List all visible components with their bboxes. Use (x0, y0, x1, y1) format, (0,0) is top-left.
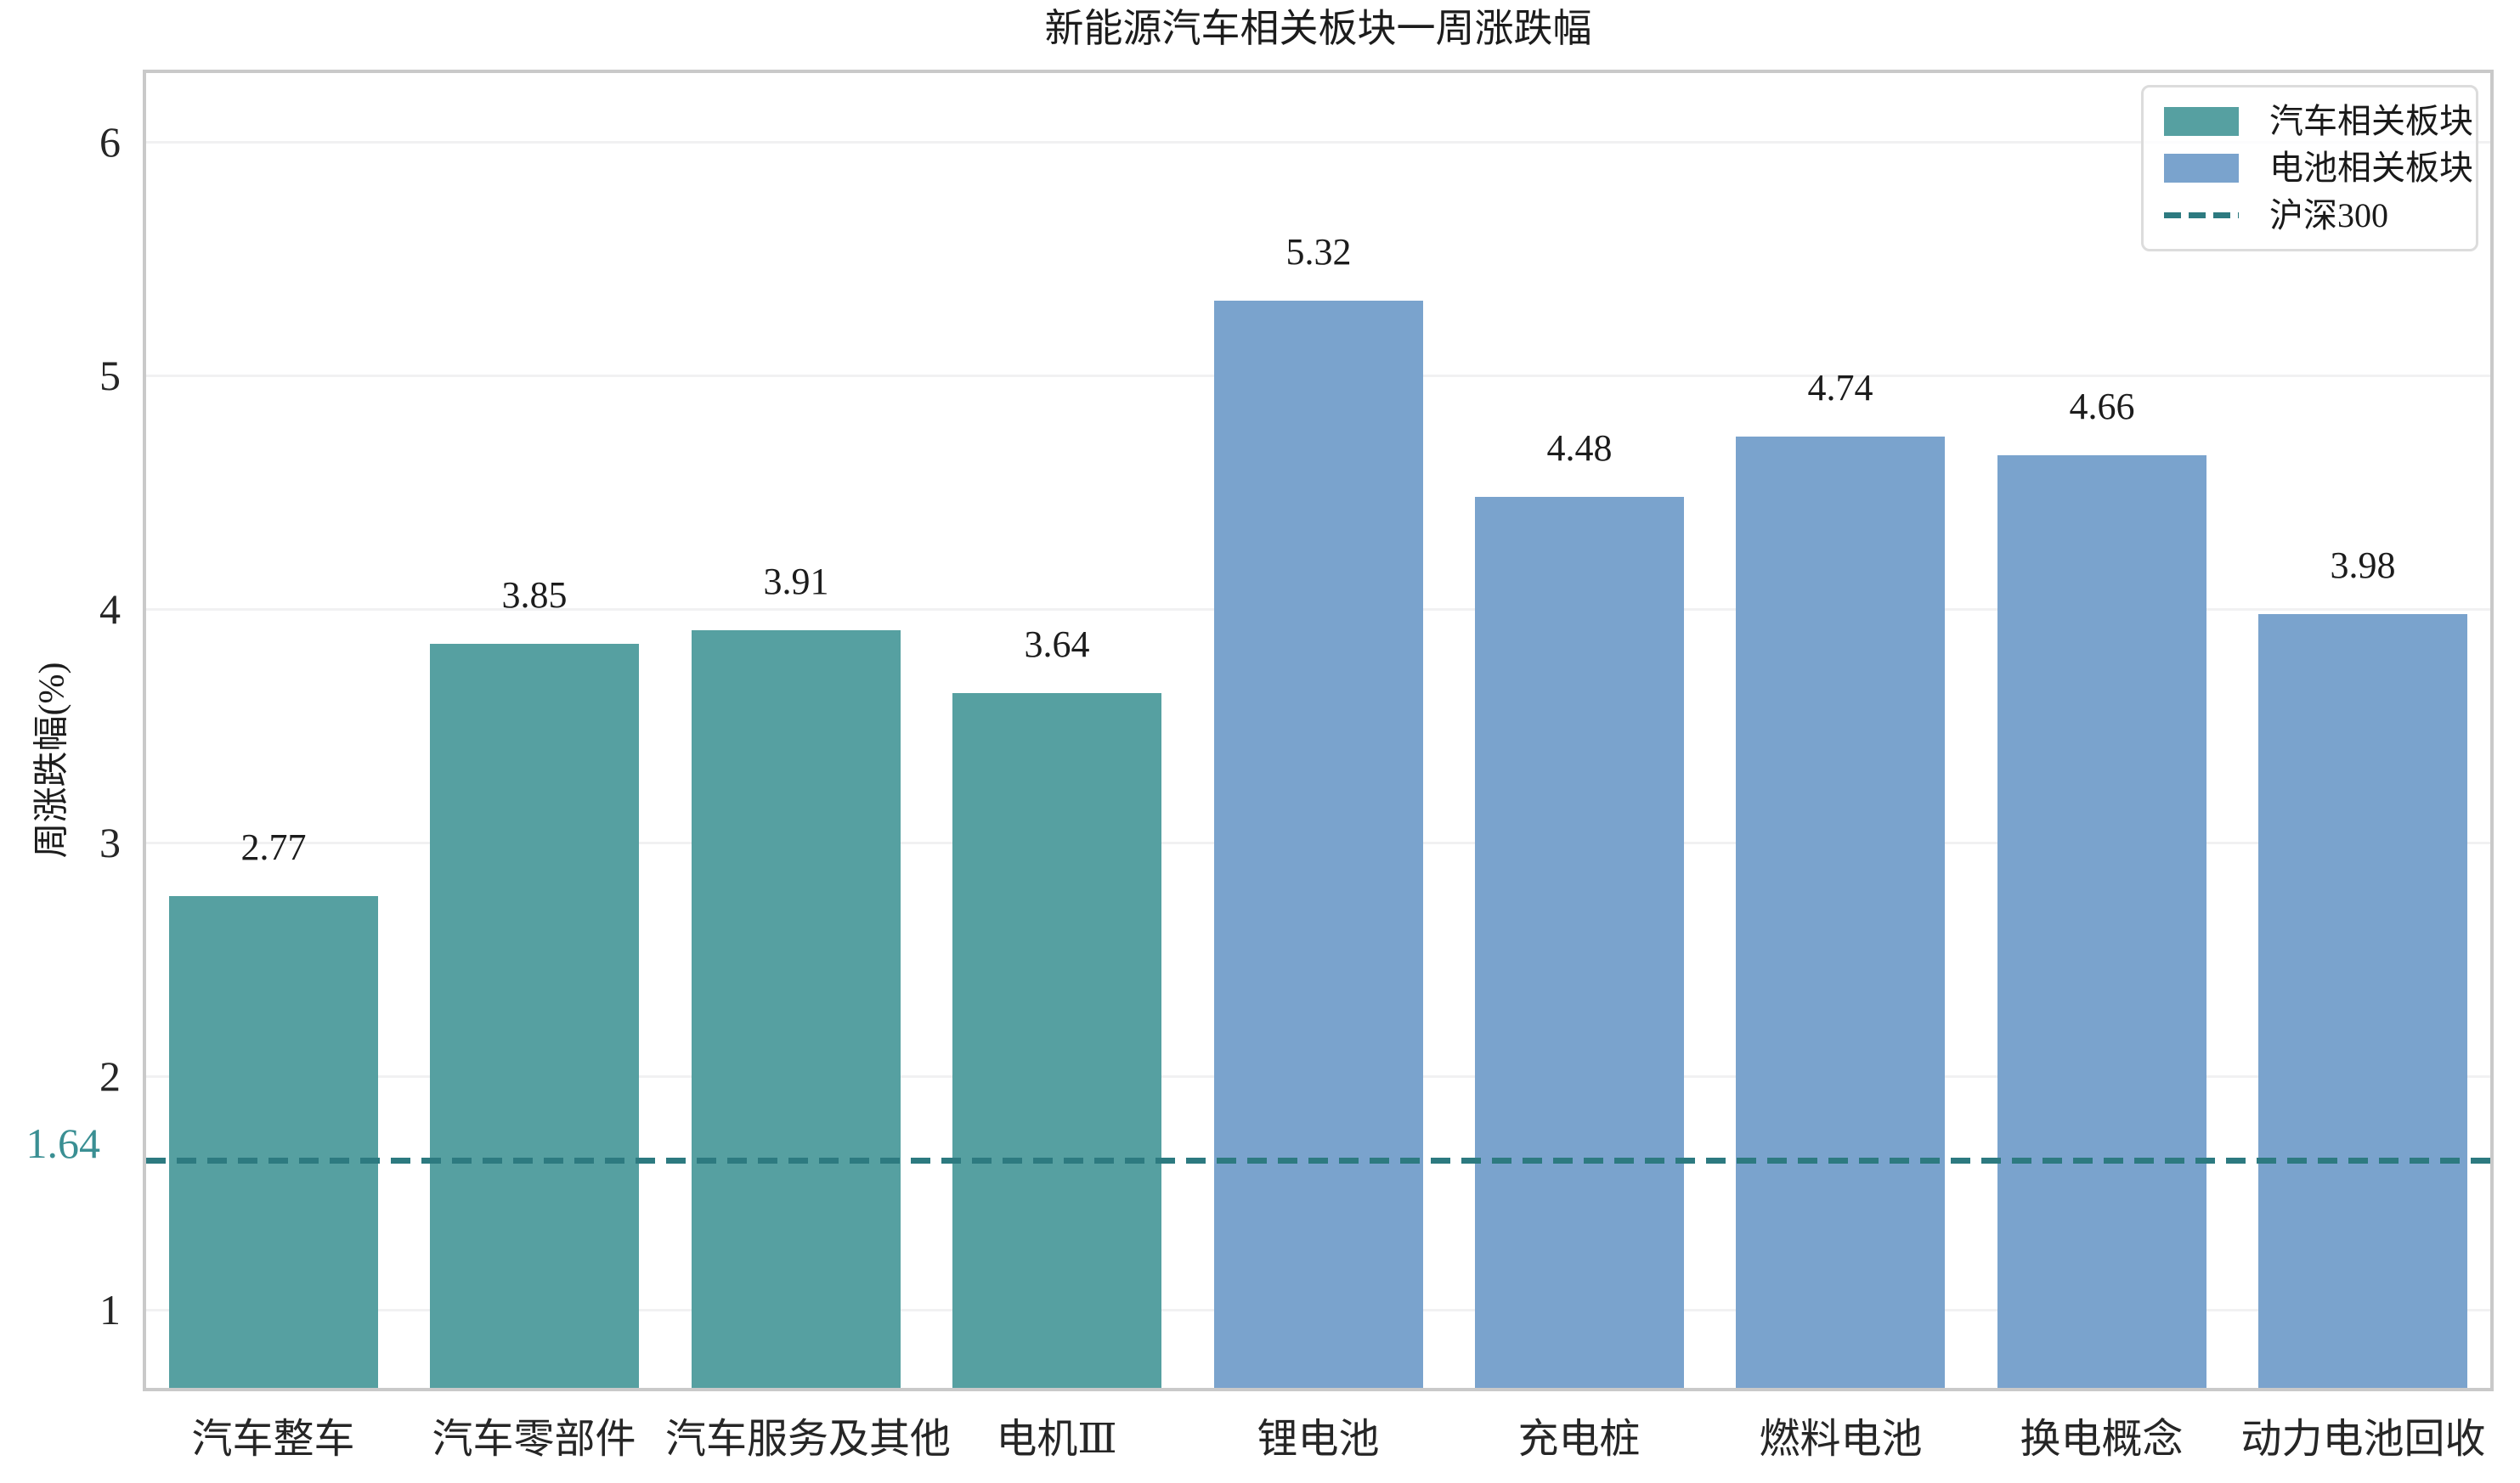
grid-line (146, 141, 2490, 144)
swatch-icon (2164, 106, 2239, 136)
legend-swatch-auto-sectors (2164, 106, 2239, 136)
bar (1997, 455, 2206, 1388)
y-tick-label: 6 (99, 118, 121, 166)
bar-value-label: 3.85 (501, 574, 568, 616)
bar (169, 896, 378, 1388)
dashed-line-icon (2164, 212, 2239, 218)
bar (952, 693, 1161, 1388)
bar-value-label: 3.91 (763, 561, 829, 602)
legend-swatch-battery-sectors (2164, 154, 2239, 183)
bar-value-label: 2.77 (240, 826, 307, 868)
bar-value-label: 4.74 (1807, 367, 1873, 409)
x-tick-label: 汽车整车 (191, 1417, 355, 1462)
bar-value-label: 4.66 (2069, 386, 2135, 427)
bar (692, 630, 901, 1388)
x-tick-label: 燃料电池 (1759, 1417, 1923, 1462)
legend: 汽车相关板块 电池相关板块 沪深300 (2141, 85, 2478, 251)
legend-label-battery-sectors: 电池相关板块 (2269, 149, 2473, 187)
bar-value-label: 3.64 (1024, 623, 1090, 665)
y-tick-label: 2 (99, 1052, 121, 1100)
x-tick-label: 换电概念 (2020, 1417, 2184, 1462)
y-tick-label: 3 (99, 818, 121, 866)
reference-line-value-label: 1.64 (25, 1119, 101, 1167)
x-tick-label: 锂电池 (1257, 1417, 1380, 1462)
reference-line-csi300 (146, 1158, 2490, 1164)
legend-entry-auto-sectors: 汽车相关板块 (2164, 101, 2473, 142)
y-tick-label: 1 (99, 1285, 121, 1334)
swatch-icon (2164, 154, 2239, 183)
x-tick-label: 电机Ⅲ (996, 1417, 1117, 1462)
x-tick-label: 动力电池回收 (2240, 1417, 2486, 1462)
x-tick-label: 汽车服务及其他 (665, 1417, 952, 1462)
bar (1214, 301, 1423, 1388)
chart-title: 新能源汽车相关板块一周涨跌幅 (1044, 7, 1592, 50)
bar (1475, 497, 1684, 1388)
legend-dashed-line-icon (2164, 212, 2239, 218)
bar (2258, 614, 2467, 1388)
y-tick-label: 5 (99, 352, 121, 400)
x-tick-label: 充电桩 (1517, 1417, 1641, 1462)
bar-value-label: 5.32 (1285, 231, 1352, 273)
x-tick-label: 汽车零部件 (432, 1417, 636, 1462)
bar-value-label: 4.48 (1546, 427, 1613, 469)
legend-label-auto-sectors: 汽车相关板块 (2269, 101, 2473, 140)
plot-area (143, 70, 2494, 1391)
bar (1736, 437, 1945, 1388)
bar-value-label: 3.98 (2330, 544, 2396, 586)
legend-label-csi300: 沪深300 (2269, 195, 2388, 234)
legend-entry-battery-sectors: 电池相关板块 (2164, 148, 2473, 189)
bar (430, 644, 639, 1388)
legend-entry-csi300: 沪深300 (2164, 195, 2455, 236)
y-tick-label: 4 (99, 585, 121, 634)
